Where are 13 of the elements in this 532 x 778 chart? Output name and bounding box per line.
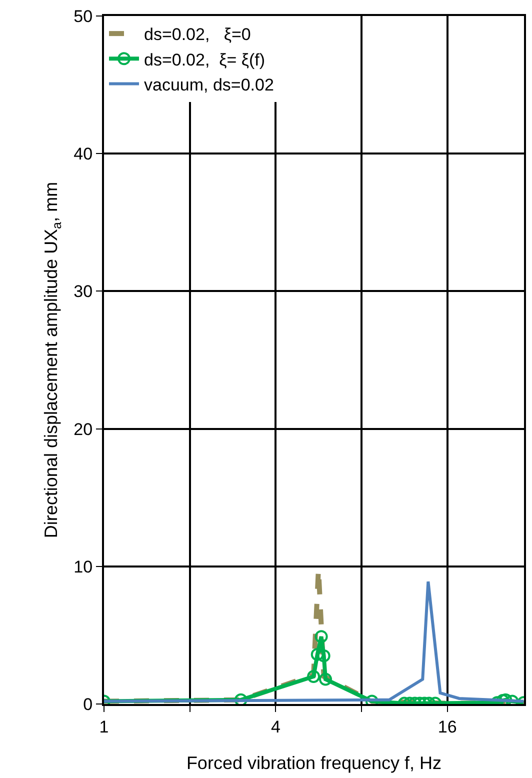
y-tick-label: 0 [83,694,93,714]
y-tick-label: 40 [74,144,93,164]
legend-label: ds=0.02, ξ= ξ(f) [144,50,266,70]
legend-label: ds=0.02, ξ=0 [144,25,251,44]
x-tick-label: 16 [438,717,457,736]
y-tick-label: 20 [74,420,93,439]
y-tick-label: 10 [74,557,93,576]
x-tick-label: 1 [99,717,109,736]
x-axis-title: Forced vibration frequency f, Hz [186,753,442,773]
y-tick-label: 50 [74,6,93,26]
x-tick-label: 4 [270,717,280,736]
legend-label: vacuum, ds=0.02 [144,75,274,94]
y-tick-label: 30 [74,282,93,302]
